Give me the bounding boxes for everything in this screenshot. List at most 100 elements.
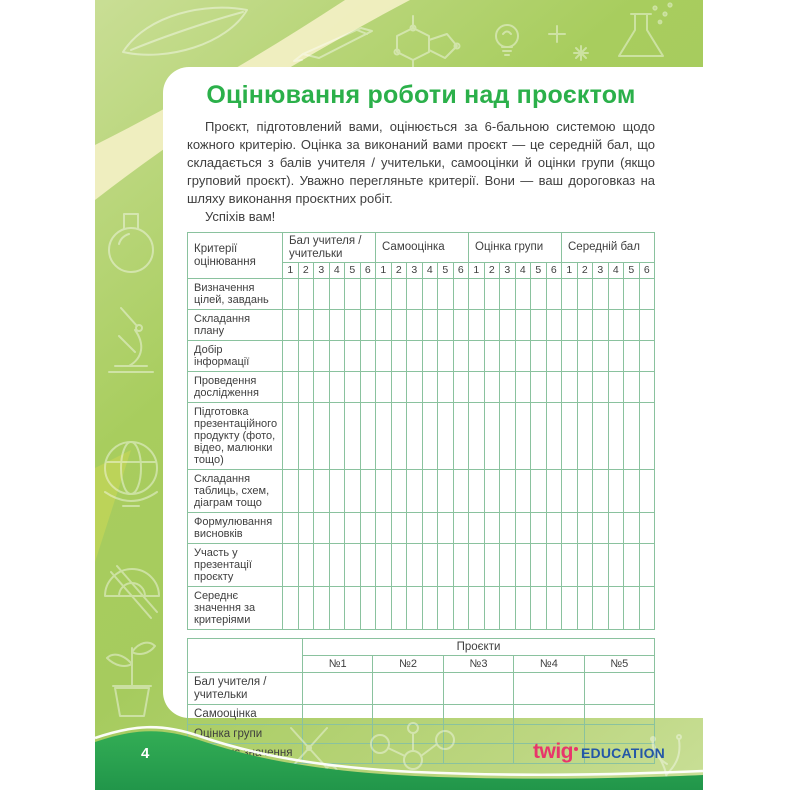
score-cell xyxy=(375,543,392,587)
score-cell xyxy=(576,586,593,630)
score-cell xyxy=(297,586,314,630)
score-cell xyxy=(313,340,330,372)
score-cell xyxy=(592,586,609,630)
score-cell xyxy=(437,586,454,630)
score-cell xyxy=(638,278,655,310)
score-cell xyxy=(359,402,376,470)
score-cell xyxy=(607,402,624,470)
projects-row-label: Оцінка групи xyxy=(187,723,303,744)
scale-number: 4 xyxy=(607,262,624,279)
score-cell xyxy=(499,309,516,341)
score-cell xyxy=(313,278,330,310)
criterion-label: Формулювання висновків xyxy=(187,512,283,544)
score-cell xyxy=(359,469,376,513)
scale-number: 1 xyxy=(375,262,392,279)
score-cell xyxy=(530,469,547,513)
score-cell xyxy=(375,469,392,513)
score-cell xyxy=(623,586,640,630)
score-cell xyxy=(328,402,345,470)
scale-number: 2 xyxy=(576,262,593,279)
project-cell xyxy=(513,672,585,705)
score-cell xyxy=(607,340,624,372)
criteria-row: Середнє значення за критеріями xyxy=(187,586,655,630)
twig-education-logo: twig EDUCATION xyxy=(533,740,665,764)
criterion-label: Визначення цілей, завдань xyxy=(187,278,283,310)
score-cell xyxy=(514,512,531,544)
score-cell xyxy=(499,278,516,310)
scale-number: 4 xyxy=(421,262,438,279)
score-cell xyxy=(297,469,314,513)
score-cell xyxy=(328,469,345,513)
score-cell xyxy=(576,309,593,341)
score-cell xyxy=(328,586,345,630)
score-cell xyxy=(452,586,469,630)
score-cell xyxy=(607,543,624,587)
score-cell xyxy=(359,371,376,403)
plant-icon xyxy=(106,641,156,717)
score-cell xyxy=(437,512,454,544)
page-number: 4 xyxy=(141,745,150,762)
score-cell xyxy=(483,278,500,310)
score-cell xyxy=(390,586,407,630)
score-cell xyxy=(375,371,392,403)
score-cell xyxy=(406,371,423,403)
molecule-icon xyxy=(393,15,461,71)
score-cell xyxy=(282,402,299,470)
projects-row: Самооцінка xyxy=(187,704,656,725)
yellow-stripe xyxy=(95,450,131,562)
score-cell xyxy=(638,469,655,513)
page-title: Оцінювання роботи над проєктом xyxy=(206,81,636,109)
score-cell xyxy=(421,309,438,341)
score-cell xyxy=(313,309,330,341)
score-cell xyxy=(282,371,299,403)
score-cell xyxy=(483,340,500,372)
score-cell xyxy=(359,512,376,544)
score-cell xyxy=(514,586,531,630)
score-cell xyxy=(545,309,562,341)
score-cell xyxy=(638,309,655,341)
score-cell xyxy=(530,371,547,403)
score-cell xyxy=(499,402,516,470)
score-cell xyxy=(499,469,516,513)
score-cell xyxy=(545,512,562,544)
score-cell xyxy=(390,402,407,470)
projects-row: Оцінка групи xyxy=(187,723,656,744)
score-cell xyxy=(344,543,361,587)
score-cell xyxy=(483,402,500,470)
score-cell xyxy=(313,512,330,544)
score-cell xyxy=(545,469,562,513)
score-cell xyxy=(607,278,624,310)
score-cell xyxy=(530,340,547,372)
score-cell xyxy=(468,469,485,513)
scale-number: 4 xyxy=(328,262,345,279)
score-cell xyxy=(499,512,516,544)
score-cell xyxy=(297,371,314,403)
score-cell xyxy=(452,402,469,470)
score-cell xyxy=(375,278,392,310)
score-cell xyxy=(607,469,624,513)
success-wish: Успіхів вам! xyxy=(205,209,276,224)
logo-dot-icon xyxy=(574,747,579,751)
score-cell xyxy=(359,309,376,341)
score-cell xyxy=(561,469,578,513)
green-wave xyxy=(95,731,703,790)
score-cell xyxy=(359,340,376,372)
score-cell xyxy=(297,309,314,341)
score-cell xyxy=(592,340,609,372)
scale-number: 1 xyxy=(282,262,299,279)
score-cell xyxy=(561,402,578,470)
score-cell xyxy=(313,543,330,587)
score-cell xyxy=(483,586,500,630)
scale-number: 3 xyxy=(592,262,609,279)
score-cell xyxy=(576,340,593,372)
score-cell xyxy=(452,340,469,372)
score-cell xyxy=(421,543,438,587)
projects-row-label: Бал учителя / учительки xyxy=(187,672,303,705)
score-cell xyxy=(344,469,361,513)
score-cell xyxy=(468,402,485,470)
score-cell xyxy=(545,371,562,403)
score-cell xyxy=(328,278,345,310)
score-cell xyxy=(607,309,624,341)
score-cell xyxy=(344,278,361,310)
score-cell xyxy=(297,340,314,372)
